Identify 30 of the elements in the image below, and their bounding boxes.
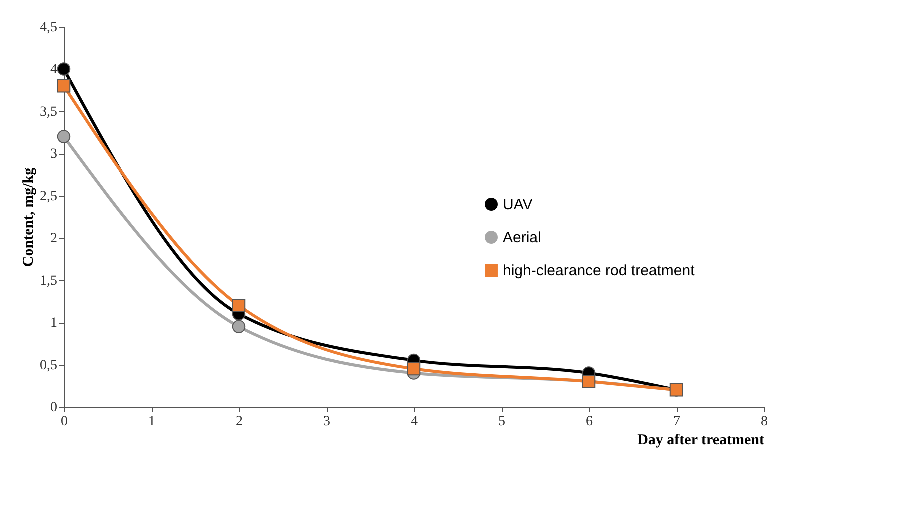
y-tick-label: 4 [50,62,58,78]
y-tick-label: 0 [50,400,58,416]
y-tick-label: 1 [50,316,58,332]
point [57,130,71,144]
x-tick-label: 6 [586,414,593,430]
x-tick-label: 5 [498,414,506,430]
x-tick-label: 0 [61,414,68,430]
y-tick-label: 1,5 [40,274,58,289]
legend-label: high-clearance rod treatment [503,262,696,280]
legend-label: Aerial [503,230,542,246]
y-axis-title: Content, mg/kg [21,167,37,268]
point [407,362,421,376]
x-tick-label: 3 [324,414,330,430]
x-tick-label: 4 [411,414,418,430]
x-tick-label: 8 [761,414,768,430]
x-tick-label: 2 [236,414,243,430]
y-tick-label: 3,5 [40,104,58,120]
legend-label: UAV [503,196,533,214]
point [232,320,246,334]
point [57,62,71,76]
y-tick-label: 2,5 [40,189,58,204]
y-tick-label: 4,5 [40,20,58,36]
x-tick-label: 7 [674,414,680,430]
y-tick-label: 2 [50,232,58,247]
point [232,299,246,312]
y-tick-label: 0,5 [40,358,58,374]
point [57,79,71,93]
x-tick-label: 1 [148,414,156,430]
y-tick-label: 3 [50,147,58,162]
x-axis-title: Day after treatment [638,432,764,448]
